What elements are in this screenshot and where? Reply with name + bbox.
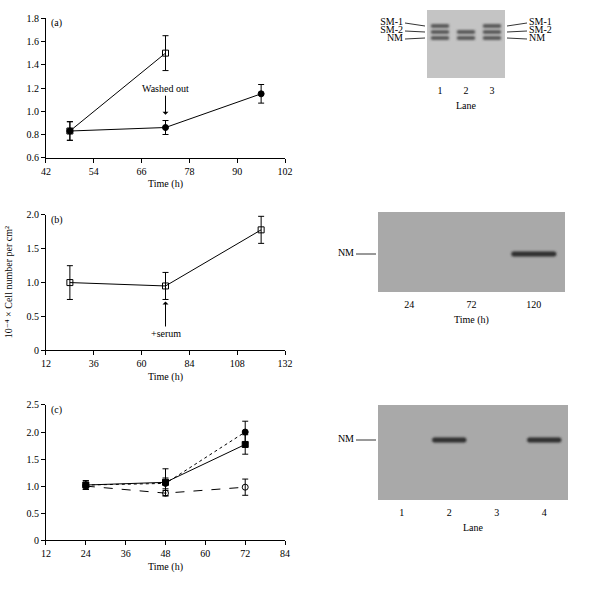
- svg-text:12: 12: [41, 548, 51, 559]
- svg-text:3: 3: [494, 507, 499, 518]
- svg-text:4: 4: [542, 507, 547, 518]
- svg-text:60: 60: [200, 548, 210, 559]
- svg-text:90: 90: [232, 166, 242, 177]
- svg-text:1.4: 1.4: [26, 59, 39, 70]
- svg-text:(b): (b): [51, 214, 63, 226]
- svg-text:(a): (a): [51, 17, 62, 29]
- svg-text:72: 72: [467, 299, 477, 310]
- svg-text:12: 12: [41, 358, 51, 369]
- svg-text:2: 2: [447, 507, 452, 518]
- svg-text:2.0: 2.0: [26, 209, 39, 220]
- svg-text:(c): (c): [51, 404, 62, 416]
- svg-text:NM: NM: [529, 32, 545, 43]
- svg-text:Lane: Lane: [456, 100, 477, 111]
- svg-text:1.0: 1.0: [26, 106, 39, 117]
- svg-text:1.6: 1.6: [26, 36, 39, 47]
- svg-text:3: 3: [490, 85, 495, 96]
- svg-text:1.0: 1.0: [26, 481, 39, 492]
- svg-text:1.8: 1.8: [26, 13, 39, 24]
- svg-text:2: 2: [464, 85, 469, 96]
- svg-text:Time (h): Time (h): [148, 178, 183, 190]
- svg-text:1.5: 1.5: [26, 454, 39, 465]
- svg-text:NM: NM: [338, 433, 354, 444]
- svg-text:36: 36: [121, 548, 131, 559]
- svg-text:78: 78: [184, 166, 194, 177]
- svg-text:1.0: 1.0: [26, 277, 39, 288]
- svg-text:60: 60: [137, 358, 147, 369]
- svg-text:2.0: 2.0: [26, 427, 39, 438]
- svg-text:42: 42: [41, 166, 51, 177]
- svg-text:Lane: Lane: [463, 522, 484, 533]
- svg-text:2.5: 2.5: [26, 399, 39, 410]
- svg-text:SM-1: SM-1: [380, 16, 403, 27]
- svg-text:24: 24: [81, 548, 91, 559]
- svg-text:102: 102: [278, 166, 293, 177]
- svg-text:66: 66: [137, 166, 147, 177]
- svg-text:SM-1: SM-1: [529, 16, 552, 27]
- svg-text:108: 108: [230, 358, 245, 369]
- svg-text:1.2: 1.2: [26, 83, 39, 94]
- svg-text:54: 54: [89, 166, 99, 177]
- svg-text:84: 84: [280, 548, 290, 559]
- svg-text:132: 132: [278, 358, 293, 369]
- svg-text:1.5: 1.5: [26, 243, 39, 254]
- svg-text:84: 84: [184, 358, 194, 369]
- svg-text:Washed out: Washed out: [142, 83, 189, 94]
- svg-text:Time (h): Time (h): [148, 561, 183, 573]
- svg-text:10⁻⁴ × Cell number per cm²: 10⁻⁴ × Cell number per cm²: [3, 226, 14, 338]
- svg-text:0: 0: [34, 535, 39, 546]
- svg-text:SM-2: SM-2: [529, 24, 552, 35]
- svg-text:0.5: 0.5: [26, 508, 39, 519]
- svg-text:NM: NM: [387, 32, 403, 43]
- svg-text:1: 1: [399, 507, 404, 518]
- svg-text:NM: NM: [338, 247, 354, 258]
- svg-text:Time (h): Time (h): [454, 314, 489, 326]
- svg-text:SM-2: SM-2: [380, 24, 403, 35]
- svg-text:0.6: 0.6: [26, 152, 39, 163]
- svg-text:Time (h): Time (h): [148, 371, 183, 383]
- svg-text:+serum: +serum: [151, 328, 181, 339]
- svg-text:72: 72: [240, 548, 250, 559]
- svg-text:24: 24: [404, 299, 414, 310]
- svg-text:0.5: 0.5: [26, 311, 39, 322]
- svg-text:0.8: 0.8: [26, 129, 39, 140]
- svg-text:0: 0: [34, 345, 39, 356]
- svg-text:120: 120: [526, 299, 541, 310]
- svg-text:36: 36: [89, 358, 99, 369]
- svg-text:48: 48: [161, 548, 171, 559]
- svg-text:1: 1: [438, 85, 443, 96]
